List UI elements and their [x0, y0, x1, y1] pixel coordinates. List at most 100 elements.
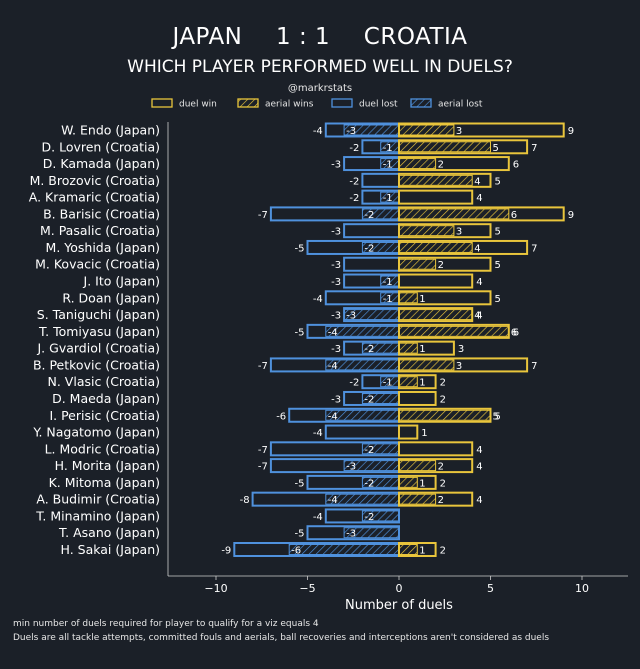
x-axis: −10 −5 0 5 10 Number of duels — [204, 576, 589, 613]
aerial-win-value: 3 — [456, 227, 462, 238]
duel-lost-value: -5 — [295, 529, 305, 540]
aerial-win-value: 4 — [474, 311, 480, 322]
duel-lost-value: -3 — [331, 344, 341, 355]
aerial-lost-value: -4 — [328, 495, 338, 506]
legend-label: duel win — [179, 100, 217, 110]
player-label: K. Mitoma (Japan) — [49, 475, 160, 490]
duel-win-value: 9 — [568, 210, 574, 221]
aerial-win-bar — [398, 174, 473, 186]
aerial-win-bar — [398, 309, 473, 321]
aerial-lost-value: -4 — [328, 411, 338, 422]
aerial-win-bar — [398, 544, 418, 555]
player-label: J. Ito (Japan) — [83, 274, 160, 289]
legend-swatch — [331, 98, 353, 108]
aerial-lost-value: -1 — [383, 378, 393, 389]
duel-win-value: 5 — [495, 294, 501, 305]
aerial-lost-value: -3 — [346, 462, 356, 473]
aerial-win-bar — [398, 141, 491, 153]
duel-lost-value: -5 — [295, 327, 305, 338]
bars — [233, 122, 565, 557]
aerial-win-bar — [398, 476, 418, 488]
aerial-lost-bar — [361, 510, 400, 522]
author-handle: @markrstats — [287, 83, 353, 94]
x-tick-label: 0 — [396, 582, 403, 595]
duel-win-bar — [398, 273, 474, 289]
player-label: B. Barisic (Croatia) — [43, 206, 160, 221]
duel-win-value: 5 — [495, 227, 501, 238]
duel-lost-bar — [324, 424, 400, 440]
aerial-lost-value: -4 — [328, 361, 338, 372]
duel-win-bar — [398, 424, 419, 440]
duel-win-value: 6 — [513, 160, 519, 171]
aerial-win-value: 3 — [456, 361, 462, 372]
player-label: M. Brozovic (Croatia) — [30, 173, 160, 188]
aerial-win-bar — [398, 158, 437, 170]
duel-lost-value: -8 — [240, 495, 250, 506]
chart-subtitle: WHICH PLAYER PERFORMED WELL IN DUELS? — [127, 57, 513, 77]
x-tick-label: 10 — [575, 582, 589, 595]
duel-lost-value: -7 — [258, 462, 268, 473]
aerial-lost-value: -2 — [364, 210, 374, 221]
duel-lost-value: -7 — [258, 210, 268, 221]
duel-win-value: 4 — [476, 495, 482, 506]
aerial-win-bar — [398, 124, 455, 136]
aerial-lost-value: -3 — [346, 126, 356, 137]
aerial-win-value: 1 — [419, 546, 425, 557]
duel-win-value: 4 — [476, 193, 482, 204]
aerial-win-value: 4 — [474, 176, 480, 187]
aerial-lost-value: -1 — [383, 193, 393, 204]
aerial-lost-value: -1 — [383, 294, 393, 305]
aerial-win-value: 1 — [419, 344, 425, 355]
player-label: T. Asano (Japan) — [58, 525, 160, 540]
aerial-lost-bar — [343, 527, 400, 539]
aerial-win-bar — [398, 241, 473, 253]
x-tick-label: −5 — [299, 582, 315, 595]
duel-lost-value: -3 — [331, 394, 341, 405]
duel-lost-value: -3 — [331, 260, 341, 271]
aerial-lost-value: -2 — [364, 478, 374, 489]
aerial-win-value: 2 — [438, 160, 444, 171]
duel-lost-bar — [343, 223, 401, 239]
aerial-lost-value: -1 — [383, 277, 393, 288]
aerial-win-bar — [398, 208, 510, 220]
duel-win-value: 4 — [476, 462, 482, 473]
x-tick-label: −10 — [204, 582, 227, 595]
duel-lost-value: -5 — [295, 478, 305, 489]
duel-lost-value: -2 — [349, 176, 359, 187]
duel-lost-value: -2 — [349, 193, 359, 204]
home-team: JAPAN — [172, 24, 243, 50]
duel-win-value: 4 — [476, 311, 482, 322]
player-label: A. Kramaric (Croatia) — [29, 190, 160, 205]
aerial-lost-value: -2 — [364, 512, 374, 523]
duel-lost-value: -2 — [349, 143, 359, 154]
legend-swatch — [151, 98, 173, 108]
aerial-win-bar — [398, 409, 491, 421]
legend-label: duel lost — [359, 100, 398, 110]
aerial-win-bar — [398, 342, 418, 354]
aerial-win-bar — [398, 292, 418, 304]
duel-win-value: 7 — [531, 361, 537, 372]
aerial-lost-value: -4 — [328, 327, 338, 338]
duel-lost-value: -6 — [276, 411, 286, 422]
player-label: L. Modric (Croatia) — [45, 441, 160, 456]
duel-lost-value: -4 — [313, 294, 323, 305]
aerial-win-value: 4 — [474, 243, 480, 254]
aerial-win-bar — [398, 460, 437, 472]
duel-lost-value: -3 — [331, 227, 341, 238]
aerial-win-value: 5 — [493, 411, 499, 422]
duel-lost-value: -7 — [258, 445, 268, 456]
player-label: T. Minamino (Japan) — [35, 508, 160, 523]
duel-win-bar — [398, 189, 474, 205]
aerial-lost-value: -2 — [364, 344, 374, 355]
player-label: H. Sakai (Japan) — [61, 542, 160, 557]
aerial-win-value: 3 — [456, 126, 462, 137]
duel-lost-bar — [361, 172, 400, 188]
duel-win-bar — [398, 441, 474, 457]
footnote-definition: Duels are all tackle attempts, committed… — [13, 633, 550, 643]
player-label: M. Pasalic (Croatia) — [40, 223, 160, 238]
aerial-lost-value: -2 — [364, 445, 374, 456]
aerial-lost-value: -2 — [364, 243, 374, 254]
duel-win-value: 4 — [476, 277, 482, 288]
plot-frame — [167, 122, 628, 577]
aerial-win-value: 1 — [419, 378, 425, 389]
